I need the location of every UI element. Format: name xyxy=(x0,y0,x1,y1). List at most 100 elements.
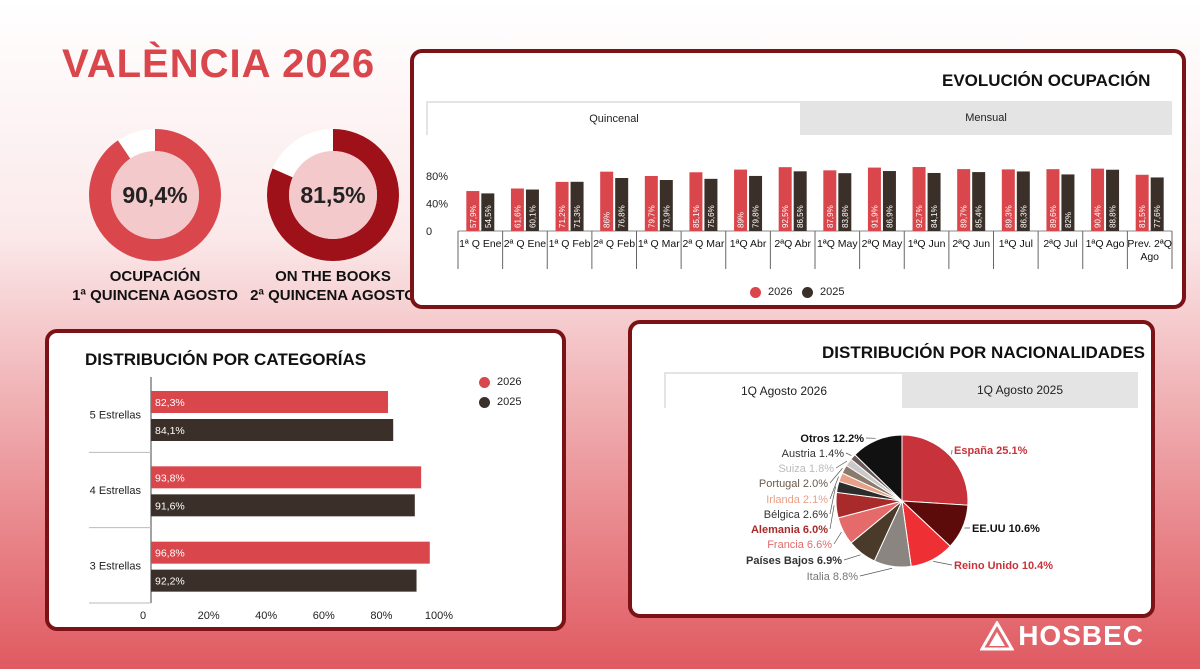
pie-leader xyxy=(835,460,848,469)
kpi-1-caption-line1: OCUPACIÓN xyxy=(109,268,201,285)
pie-label: Reino Unido 10.4% xyxy=(954,560,1053,572)
occ-xtick: 2ªQ Jun xyxy=(952,238,990,250)
occ-bar-2026 xyxy=(734,169,748,231)
kpi-donut-2-center xyxy=(289,151,377,239)
occupancy-legend-2026: 2026 xyxy=(750,286,792,298)
occ-bar-label: 71,2% xyxy=(558,205,567,228)
pie-label: Italia 8.8% xyxy=(807,571,859,583)
cat-legend-dot-2025 xyxy=(479,396,490,408)
kpi-2-caption: ON THE BOOKS 2ª QUINCENA AGOSTO xyxy=(218,267,448,305)
occ-bar-2025 xyxy=(570,181,584,231)
occ-bar-2026 xyxy=(957,169,971,231)
occ-bar-2026 xyxy=(555,181,569,231)
cat-xtick: 60% xyxy=(313,610,335,622)
category-legend-2025: 2025 xyxy=(479,396,521,408)
occ-bar-2026 xyxy=(1046,169,1060,231)
pie-leader xyxy=(829,505,835,530)
occ-bar-label: 86,9% xyxy=(885,205,894,228)
cat-bar-label: 91,6% xyxy=(155,500,185,512)
kpi-2-caption-line1: ON THE BOOKS xyxy=(275,268,391,285)
occ-xtick: 1ª Q Mar xyxy=(638,238,680,250)
occ-bar-label: 76,8% xyxy=(618,205,627,228)
kpi-donut-1-svg xyxy=(89,129,221,261)
occ-bar-2026 xyxy=(1091,168,1105,231)
hosbec-logo: HOSBEC xyxy=(980,620,1144,652)
cat-bar-label: 92,2% xyxy=(155,576,185,588)
tab-quincenal[interactable]: Quincenal xyxy=(426,101,800,135)
occ-bar-label: 92,5% xyxy=(781,205,790,228)
occ-bar-label: 73,9% xyxy=(662,205,671,228)
occ-xtick: 1ª Q Ene xyxy=(459,238,502,250)
occ-xtick: Ago xyxy=(1140,251,1159,263)
nationality-pie-chart: España 25.1% EE.UU 10.6% Reino Unido 10.4%… xyxy=(746,433,1053,583)
pie-label: Alemania 6.0% xyxy=(751,524,828,536)
occ-bar-label: 71,3% xyxy=(573,205,582,228)
occ-bar-label: 85,1% xyxy=(692,205,701,228)
hosbec-logo-icon xyxy=(980,621,1015,651)
occ-xtick: 2ª Q Mar xyxy=(683,238,725,250)
pie-label: Portugal 2.0% xyxy=(759,478,828,490)
cat-bar-2026 xyxy=(151,391,389,413)
occ-bar-2025 xyxy=(1150,177,1164,231)
occupancy-tabs: Quincenal Mensual xyxy=(426,101,1172,135)
nationality-tabs: 1Q Agosto 2026 1Q Agosto 2025 xyxy=(664,372,1138,408)
pie-leader xyxy=(843,554,861,561)
occupancy-legend-2025: 2025 xyxy=(802,286,844,298)
cat-bar-label: 82,3% xyxy=(155,397,185,409)
occ-bar-2026 xyxy=(778,167,792,231)
cat-bar-2025 xyxy=(151,419,394,441)
occ-bar-2026 xyxy=(600,171,614,231)
category-card-title: DISTRIBUCIÓN POR CATEGORÍAS xyxy=(85,350,367,369)
cat-label: 4 Estrellas xyxy=(90,485,142,497)
pie-slice xyxy=(854,434,903,503)
occ-bar-label: 91,9% xyxy=(870,205,879,228)
occ-bar-label: 57,9% xyxy=(469,205,478,228)
occ-bar-2025 xyxy=(615,178,629,231)
occ-bar-label: 87,9% xyxy=(826,205,835,228)
pie-leader xyxy=(829,486,836,515)
kpi-donut-1-value: 90,4% xyxy=(122,181,188,208)
occ-bar-2025 xyxy=(1106,169,1120,231)
occupancy-card: EVOLUCIÓN OCUPACIÓN Quincenal Mensual 0 4… xyxy=(410,49,1186,309)
occ-xtick: 2ªQ May xyxy=(862,238,903,250)
cat-xtick: 80% xyxy=(370,610,392,622)
pie-leader xyxy=(829,467,843,484)
cat-bar-2025 xyxy=(151,569,417,592)
occ-bar-2025 xyxy=(525,189,539,231)
legend-dot-2026 xyxy=(750,286,761,298)
pie-label: Irlanda 2.1% xyxy=(766,494,828,506)
occ-bar-label: 88,8% xyxy=(1109,205,1118,228)
occ-xtick: 1ª Q Feb xyxy=(549,238,591,250)
kpi-2-caption-line2: 2ª QUINCENA AGOSTO xyxy=(250,287,416,304)
occ-xtick: Prev. 2ªQ xyxy=(1127,238,1172,250)
occ-bar-label: 54,5% xyxy=(484,205,493,228)
cat-legend-dot-2026 xyxy=(479,376,490,388)
occ-bar-label: 83,8% xyxy=(841,205,850,228)
occ-bar-2025 xyxy=(972,172,986,231)
tab-1q-agosto-2026[interactable]: 1Q Agosto 2026 xyxy=(664,372,902,408)
kpi-1-caption-line2: 1ª QUINCENA AGOSTO xyxy=(72,287,238,304)
occ-bar-label: 79,8% xyxy=(752,205,761,228)
pie-label: EE.UU 10.6% xyxy=(972,523,1040,535)
cat-bar-label: 84,1% xyxy=(155,425,185,437)
cat-legend-label-2025: 2025 xyxy=(497,396,522,408)
occ-bar-2025 xyxy=(882,171,896,231)
occ-bar-2026 xyxy=(466,191,480,231)
occ-bar-2026 xyxy=(1135,174,1149,231)
occ-bar-label: 89,3% xyxy=(1004,205,1013,228)
tab-1q-agosto-2025[interactable]: 1Q Agosto 2025 xyxy=(902,372,1138,408)
pie-slice xyxy=(901,434,969,506)
occ-bar-2026 xyxy=(1001,169,1015,231)
occ-bar-label: 82% xyxy=(1064,212,1073,228)
occ-bar-label: 60,1% xyxy=(528,205,537,228)
occ-xtick: 2ªQ Jul xyxy=(1043,238,1077,250)
nationality-card-title: DISTRIBUCIÓN POR NACIONALIDADES xyxy=(822,343,1146,362)
kpi-donut-2-value: 81,5% xyxy=(300,181,366,208)
cat-legend-label-2026: 2026 xyxy=(497,376,522,388)
occ-xtick: 1ªQ Jun xyxy=(908,238,946,250)
pie-label: Bélgica 2.6% xyxy=(764,509,828,521)
occ-bar-2026 xyxy=(867,167,881,231)
occ-ytick: 0 xyxy=(426,226,432,238)
category-legend-2026: 2026 xyxy=(479,376,521,388)
tab-mensual[interactable]: Mensual xyxy=(800,101,1172,135)
